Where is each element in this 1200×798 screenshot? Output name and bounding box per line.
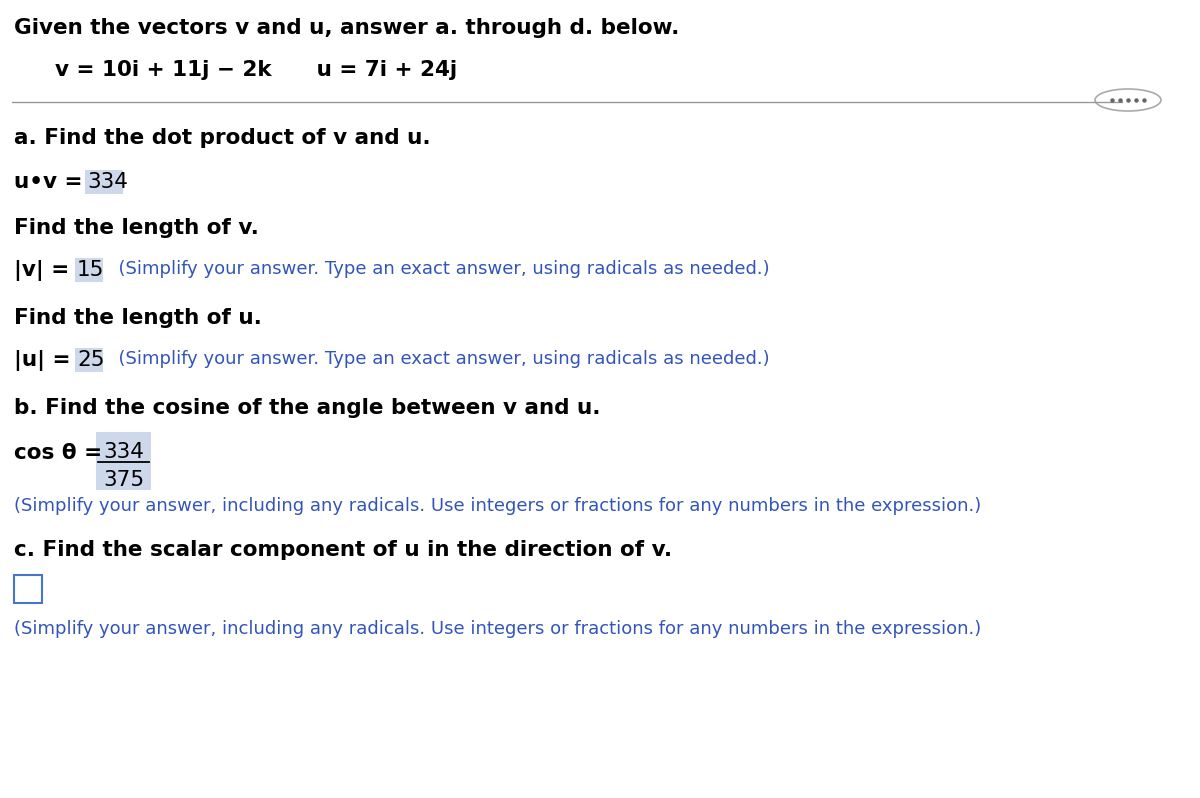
Text: a. Find the dot product of v and u.: a. Find the dot product of v and u. (14, 128, 431, 148)
Text: c. Find the scalar component of u in the direction of v.: c. Find the scalar component of u in the… (14, 540, 672, 560)
FancyBboxPatch shape (14, 575, 42, 603)
FancyBboxPatch shape (74, 258, 103, 282)
Text: 334: 334 (103, 442, 144, 462)
Text: 25: 25 (77, 350, 104, 370)
FancyBboxPatch shape (74, 348, 103, 372)
Text: 334: 334 (88, 172, 128, 192)
Text: Find the length of v.: Find the length of v. (14, 218, 259, 238)
Text: 15: 15 (77, 260, 104, 280)
Text: |u| =: |u| = (14, 350, 78, 371)
Text: (Simplify your answer. Type an exact answer, using radicals as needed.): (Simplify your answer. Type an exact ans… (107, 350, 769, 368)
FancyBboxPatch shape (85, 170, 124, 194)
Text: Find the length of u.: Find the length of u. (14, 308, 262, 328)
FancyBboxPatch shape (96, 432, 151, 490)
Text: b. Find the cosine of the angle between v and u.: b. Find the cosine of the angle between … (14, 398, 600, 418)
Text: 375: 375 (103, 470, 144, 490)
Text: (Simplify your answer, including any radicals. Use integers or fractions for any: (Simplify your answer, including any rad… (14, 497, 982, 515)
Text: v = 10i + 11j − 2k      u = 7i + 24j: v = 10i + 11j − 2k u = 7i + 24j (55, 60, 457, 80)
Text: (Simplify your answer, including any radicals. Use integers or fractions for any: (Simplify your answer, including any rad… (14, 620, 982, 638)
Ellipse shape (1096, 89, 1162, 111)
Text: Given the vectors v and u, answer a. through d. below.: Given the vectors v and u, answer a. thr… (14, 18, 679, 38)
Text: |v| =: |v| = (14, 260, 77, 281)
Text: cos θ =: cos θ = (14, 443, 109, 463)
Text: u•v =: u•v = (14, 172, 90, 192)
Text: (Simplify your answer. Type an exact answer, using radicals as needed.): (Simplify your answer. Type an exact ans… (107, 260, 769, 278)
